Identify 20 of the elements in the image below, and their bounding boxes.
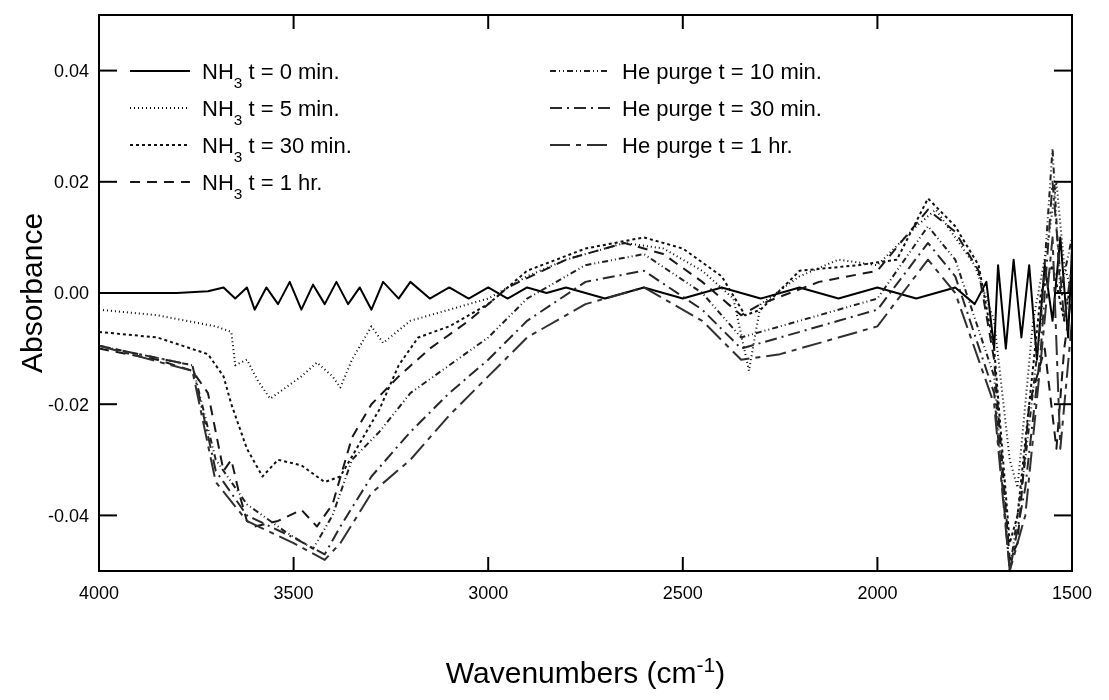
legend-label: He purge t = 30 min. (622, 95, 822, 121)
x-tick-label: 4000 (78, 583, 120, 603)
legend-label: He purge t = 10 min. (622, 58, 822, 84)
legend-label: He purge t = 1 hr. (622, 132, 793, 158)
x-tick-label: 2500 (662, 583, 703, 603)
legend-label: NH$_{3}$ t = 1 hr. (202, 169, 323, 202)
x-tick-label: 2000 (857, 583, 898, 603)
y-tick-label: 0.04 (53, 60, 89, 81)
x-tick-label: 1500 (1051, 583, 1093, 603)
x-axis-title: Wavenumbers (cm$^{-1}$) (445, 652, 726, 689)
y-tick-label: -0.04 (47, 505, 89, 526)
y-tick-label: 0.00 (53, 283, 89, 304)
x-tick-label: 3000 (468, 583, 509, 603)
y-axis-title: Absorbance (15, 212, 48, 374)
x-tick-label: 3500 (273, 583, 314, 603)
legend-label: NH$_{3}$ t = 5 min. (202, 95, 340, 128)
y-tick-label: 0.02 (53, 172, 89, 193)
legend-label: NH$_{3}$ t = 0 min. (202, 58, 340, 91)
y-tick-label: -0.02 (47, 394, 89, 415)
legend-label: NH$_{3}$ t = 30 min. (202, 132, 352, 165)
